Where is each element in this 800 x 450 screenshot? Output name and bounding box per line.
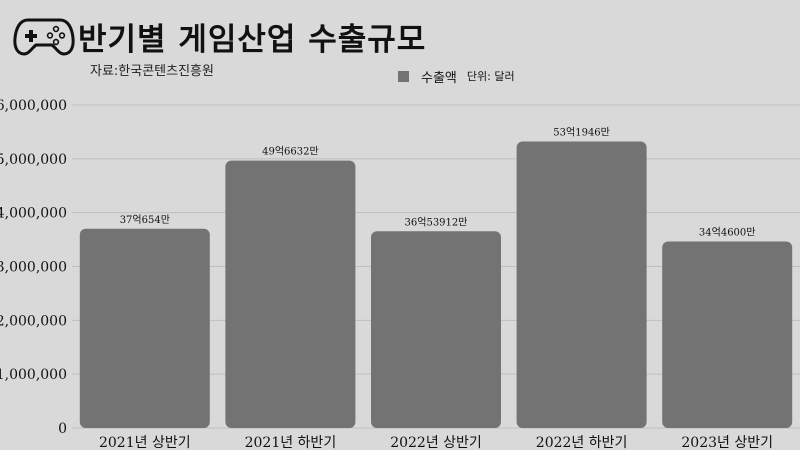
y-tick-label: 1,000,000 [0,367,67,383]
data-label: 49억6632만 [262,146,319,158]
x-tick-label: 2021년 상반기 [99,435,191,450]
source-note: 자료:한국콘텐츠진흥원 [90,64,214,79]
legend-unit-note: 단위: 달러 [466,70,515,83]
y-tick-label: 4,000,000 [0,206,67,222]
legend: 수출액 단위: 달러 [398,68,515,86]
y-tick-label: 3,000,000 [0,260,67,276]
gamepad-icon [13,18,75,56]
y-tick-label: 0 [58,421,67,437]
bar [79,228,210,428]
data-label: 36억53912만 [405,216,468,228]
x-tick-label: 2021년 하반기 [245,435,337,450]
legend-swatch [398,70,409,82]
bar [516,141,647,429]
chart-title: 반기별 게임산업 수출규모 [78,22,427,58]
bar [225,160,356,428]
y-tick-label: 2,000,000 [0,313,67,329]
data-label: 37억654만 [120,214,170,226]
bar [662,241,793,428]
y-tick-label: 5,000,000 [0,152,67,168]
x-tick-label: 2022년 하반기 [536,435,628,450]
bar [371,231,501,428]
data-label: 53억1946만 [553,127,610,139]
data-label: 34억4600만 [699,226,756,238]
legend-series-name: 수출액 [421,70,457,86]
x-tick-label: 2023년 상반기 [681,435,773,450]
y-tick-label: 6,000,000 [0,98,67,114]
x-tick-label: 2022년 상반기 [390,435,482,450]
